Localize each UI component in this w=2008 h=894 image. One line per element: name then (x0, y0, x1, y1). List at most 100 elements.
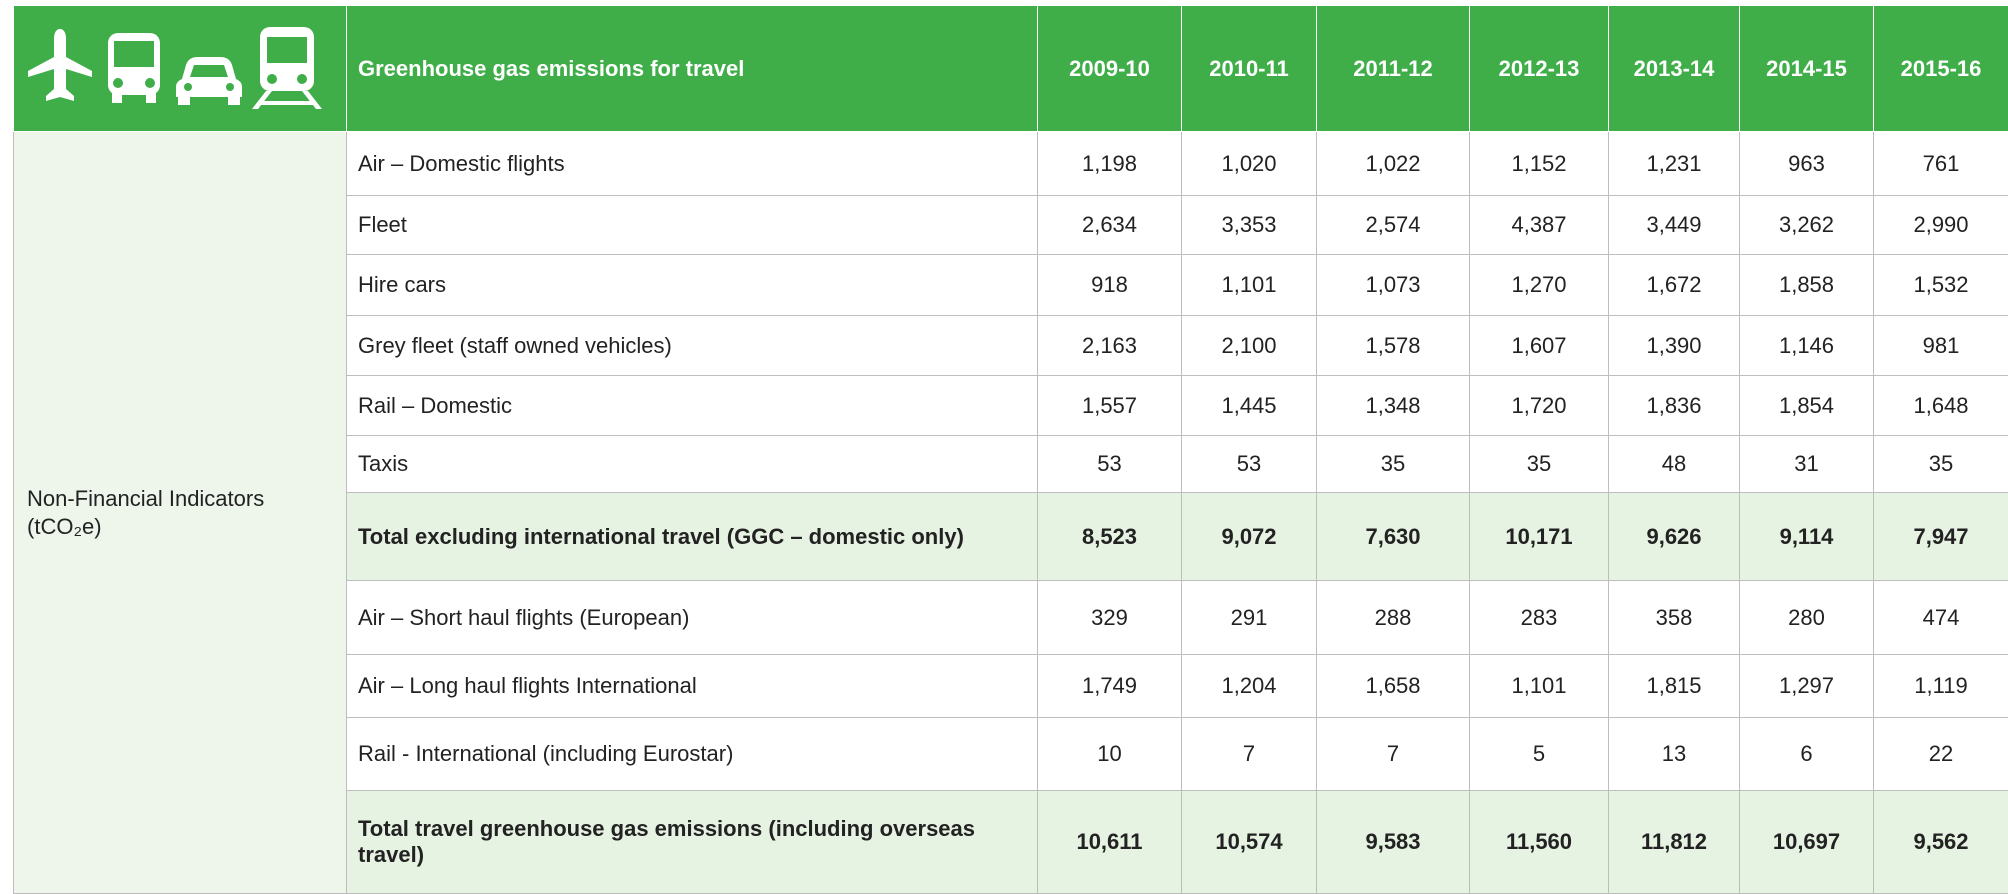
car-icon (176, 57, 242, 105)
cell-value: 10,574 (1182, 791, 1317, 894)
cell-value: 3,353 (1182, 196, 1317, 255)
cell-value: 8,523 (1038, 493, 1182, 581)
cell-value: 1,073 (1317, 255, 1470, 316)
year-header: 2014-15 (1740, 6, 1874, 132)
cell-value: 1,297 (1740, 655, 1874, 718)
cell-value: 474 (1874, 581, 2008, 655)
cell-value: 1,390 (1609, 316, 1740, 376)
row-label: Grey fleet (staff owned vehicles) (347, 316, 1038, 376)
cell-value: 22 (1874, 718, 2008, 791)
icons (14, 6, 347, 132)
row-label: Rail - International (including Eurostar… (347, 718, 1038, 791)
cell-value: 1,607 (1470, 316, 1609, 376)
cell-value: 1,231 (1609, 132, 1740, 196)
row-label: Hire cars (347, 255, 1038, 316)
cell-value: 1,204 (1182, 655, 1317, 718)
cell-value: 981 (1874, 316, 2008, 376)
row-group: Non-Financial Indicators(tCO₂e) (14, 132, 347, 894)
cell-value: 9,562 (1874, 791, 2008, 894)
cell-value: 7 (1182, 718, 1317, 791)
cell-value: 280 (1740, 581, 1874, 655)
cell-value: 1,146 (1740, 316, 1874, 376)
cell-value: 3,262 (1740, 196, 1874, 255)
header-row: Greenhouse gas emissions for travel 2009… (14, 6, 2008, 132)
cell-value: 963 (1740, 132, 1874, 196)
cell-value: 4,387 (1470, 196, 1609, 255)
row-group-label: Non-Financial Indicators (27, 485, 335, 513)
train-icon (252, 27, 322, 109)
cell-value: 1,578 (1317, 316, 1470, 376)
year-header: 2010-11 (1182, 6, 1317, 132)
cell-value: 2,634 (1038, 196, 1182, 255)
year-header: 2012-13 (1470, 6, 1609, 132)
cell-value: 1,270 (1470, 255, 1609, 316)
year-header: 2015-16 (1874, 6, 2008, 132)
cell-value: 283 (1470, 581, 1609, 655)
row-label: Rail – Domestic (347, 376, 1038, 436)
cell-value: 10 (1038, 718, 1182, 791)
cell-value: 358 (1609, 581, 1740, 655)
cell-value: 1,152 (1470, 132, 1609, 196)
cell-value: 1,445 (1182, 376, 1317, 436)
cell-value: 2,990 (1874, 196, 2008, 255)
cell-value: 1,557 (1038, 376, 1182, 436)
cell-value: 48 (1609, 436, 1740, 493)
year-header: 2013-14 (1609, 6, 1740, 132)
cell-value: 53 (1182, 436, 1317, 493)
cell-value: 10,697 (1740, 791, 1874, 894)
plane-icon (28, 29, 92, 101)
row-label: Air – Long haul flights International (347, 655, 1038, 718)
cell-value: 11,812 (1609, 791, 1740, 894)
row-label: Fleet (347, 196, 1038, 255)
cell-value: 5 (1470, 718, 1609, 791)
cell-value: 2,163 (1038, 316, 1182, 376)
cell-value: 761 (1874, 132, 2008, 196)
cell-value: 1,836 (1609, 376, 1740, 436)
cell-value: 329 (1038, 581, 1182, 655)
cell-value: 9,072 (1182, 493, 1317, 581)
cell-value: 1,648 (1874, 376, 2008, 436)
cell-value: 1,101 (1182, 255, 1317, 316)
cell-value: 1,854 (1740, 376, 1874, 436)
cell-value: 6 (1740, 718, 1874, 791)
cell-value: 291 (1182, 581, 1317, 655)
cell-value: 9,626 (1609, 493, 1740, 581)
cell-value: 1,348 (1317, 376, 1470, 436)
cell-value: 2,574 (1317, 196, 1470, 255)
cell-value: 9,114 (1740, 493, 1874, 581)
cell-value: 1,672 (1609, 255, 1740, 316)
cell-value: 1,720 (1470, 376, 1609, 436)
year-header: 2009-10 (1038, 6, 1182, 132)
cell-value: 288 (1317, 581, 1470, 655)
cell-value: 1,101 (1470, 655, 1609, 718)
cell-value: 1,022 (1317, 132, 1470, 196)
cell-value: 1,198 (1038, 132, 1182, 196)
cell-value: 3,449 (1609, 196, 1740, 255)
row-label: Total excluding international travel (GG… (347, 493, 1038, 581)
cell-value: 31 (1740, 436, 1874, 493)
cell-value: 918 (1038, 255, 1182, 316)
cell-value: 1,858 (1740, 255, 1874, 316)
cell-value: 1,532 (1874, 255, 2008, 316)
bus-icon (108, 33, 160, 103)
cell-value: 35 (1874, 436, 2008, 493)
cell-value: 1,749 (1038, 655, 1182, 718)
travel-icons (14, 21, 334, 111)
cell-value: 1,020 (1182, 132, 1317, 196)
cell-value: 1,815 (1609, 655, 1740, 718)
cell-value: 10,611 (1038, 791, 1182, 894)
emissions-table: Greenhouse gas emissions for travel 2009… (13, 6, 2008, 894)
row-label: Total travel greenhouse gas emissions (i… (347, 791, 1038, 894)
cell-value: 7,947 (1874, 493, 2008, 581)
row-label: Air – Domestic flights (347, 132, 1038, 196)
row-label: Air – Short haul flights (European) (347, 581, 1038, 655)
cell-value: 9,583 (1317, 791, 1470, 894)
cell-value: 10,171 (1470, 493, 1609, 581)
data-row: Non-Financial Indicators(tCO₂e)Air – Dom… (14, 132, 2008, 196)
cell-value: 35 (1317, 436, 1470, 493)
row-label: Taxis (347, 436, 1038, 493)
cell-value: 1,658 (1317, 655, 1470, 718)
cell-value: 13 (1609, 718, 1740, 791)
cell-value: 11,560 (1470, 791, 1609, 894)
